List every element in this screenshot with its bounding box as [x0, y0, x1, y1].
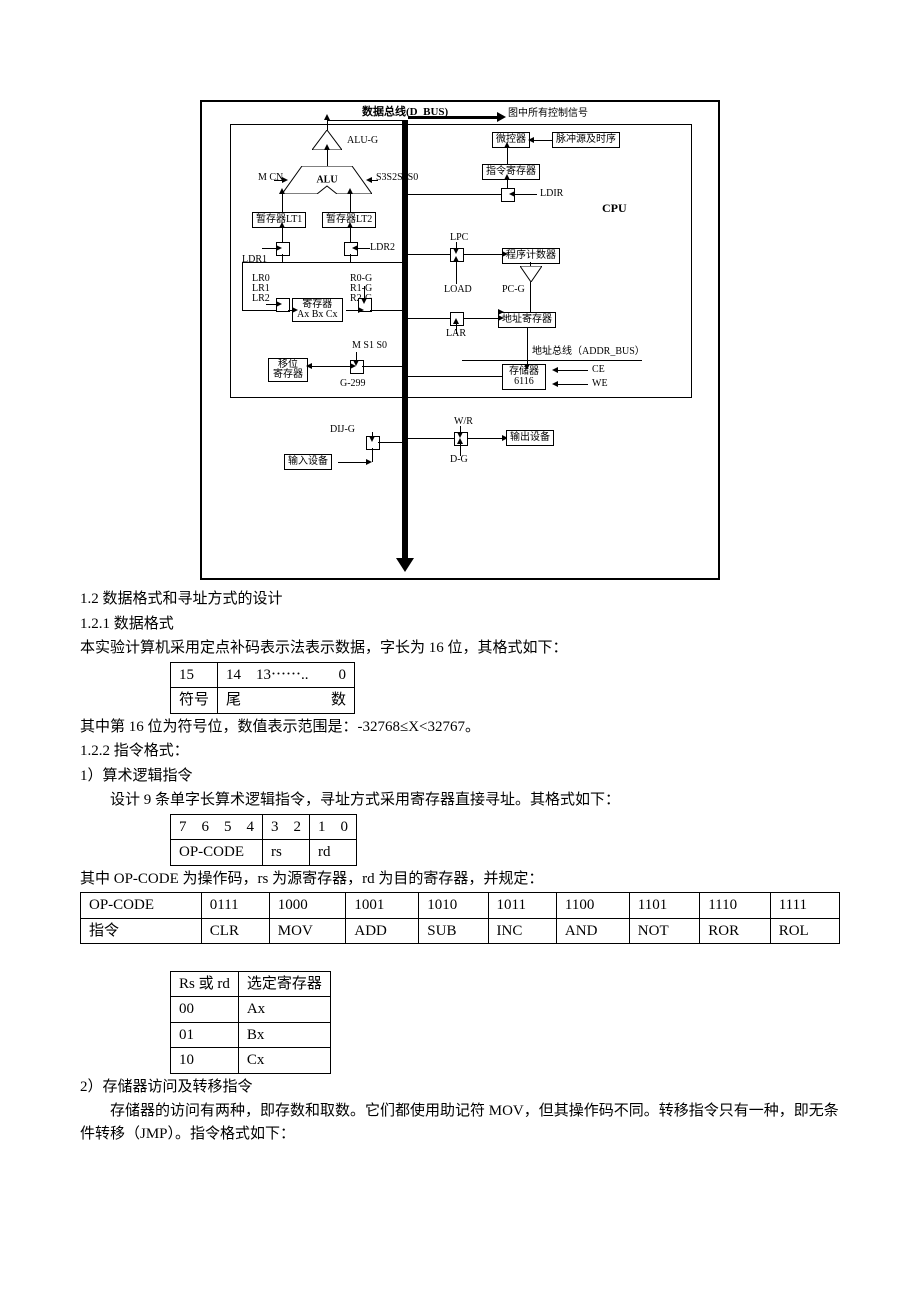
subsection-1: 1）算术逻辑指令 [80, 765, 840, 788]
load-label: LOAD [444, 284, 472, 295]
table-cell: 指令 [81, 918, 202, 944]
table-cell: ADD [346, 918, 419, 944]
table-row: 指令 CLR MOV ADD SUB INC AND NOT ROR ROL [81, 918, 840, 944]
table-cell: 1 0 [310, 814, 357, 840]
table-cell: 尾 数 [218, 688, 355, 714]
table-cell: Bx [238, 1022, 330, 1048]
arrow-to-right [408, 116, 498, 119]
ldir-label: LDIR [540, 188, 563, 199]
s3210-label: S3S2S1S0 [376, 172, 418, 183]
table-cell: 3 2 [263, 814, 310, 840]
table-cell: 1010 [419, 893, 488, 919]
input-box: 输入设备 [284, 454, 332, 470]
table-cell: 01 [171, 1022, 239, 1048]
addr-bus-label: 地址总线（ADDR_BUS） [532, 346, 645, 357]
p-data-format: 本实验计算机采用定点补码表示法表示数据，字长为 16 位，其格式如下： [80, 637, 840, 660]
pc-box: 程序计数器 [502, 248, 560, 264]
clock-box: 脉冲源及时序 [552, 132, 620, 148]
subsection-2: 2）存储器访问及转移指令 [80, 1076, 840, 1099]
table-cell: AND [556, 918, 629, 944]
dijg-label: DIJ-G [330, 424, 355, 435]
p-range: 其中第 16 位为符号位，数值表示范围是：-32768≤X<32767。 [80, 716, 840, 739]
table-cell: 1101 [629, 893, 699, 919]
table-cell: 1111 [770, 893, 839, 919]
pcg-label: PC-G [502, 284, 525, 295]
data-format-table: 15 14 13⋯⋯.. 0 符号 尾 数 [170, 662, 355, 714]
section-1-2-2-title: 1.2.2 指令格式： [80, 740, 840, 763]
regfile-box: 寄存器 Ax Bx Cx [292, 298, 343, 322]
cpu-label: CPU [602, 202, 627, 215]
diagram-box: 数据总线(D_BUS) 图中所有控制信号 微控器 脉冲源及时序 指令寄存器 LD… [200, 100, 720, 580]
shift-box: 移位 寄存器 [268, 358, 308, 382]
ldr2-label: LDR2 [370, 242, 395, 253]
alu-g-label: ALU-G [347, 135, 378, 146]
mcn-label: M CN [258, 172, 283, 183]
table-cell: INC [488, 918, 556, 944]
table-cell: 0111 [201, 893, 269, 919]
table-cell: 1000 [269, 893, 346, 919]
table-cell: 符号 [171, 688, 218, 714]
table-cell: 1001 [346, 893, 419, 919]
table-cell: Cx [238, 1048, 330, 1074]
table-cell: 选定寄存器 [238, 971, 330, 997]
table-cell: MOV [269, 918, 346, 944]
table-cell: 7 6 5 4 [171, 814, 263, 840]
dg-label: D-G [450, 454, 468, 465]
p-mem-access: 存储器的访问有两种，即存数和取数。它们都使用助记符 MOV，但其操作码不同。转移… [80, 1100, 840, 1145]
ms1s0-label: M S1 S0 [352, 340, 387, 351]
ce-label: CE [592, 364, 605, 375]
table-cell: 14 13⋯⋯.. 0 [218, 662, 355, 688]
alu-trap: ALU [282, 166, 372, 194]
table-cell: OP-CODE [81, 893, 202, 919]
register-table: Rs 或 rd 选定寄存器 00 Ax 01 Bx 10 Cx [170, 971, 331, 1074]
table-row: OP-CODE 0111 1000 1001 1010 1011 1100 11… [81, 893, 840, 919]
table-cell: Rs 或 rd [171, 971, 239, 997]
p-opcode-desc: 其中 OP-CODE 为操作码，rs 为源寄存器，rd 为目的寄存器，并规定： [80, 868, 840, 891]
table-cell: rd [310, 840, 357, 866]
output-box: 输出设备 [506, 430, 554, 446]
table-cell: 00 [171, 997, 239, 1023]
table-cell: 15 [171, 662, 218, 688]
g299-label: G-299 [340, 378, 366, 389]
cpu-diagram: 数据总线(D_BUS) 图中所有控制信号 微控器 脉冲源及时序 指令寄存器 LD… [200, 100, 720, 580]
data-bus [402, 120, 408, 560]
we-label: WE [592, 378, 608, 389]
table-cell: OP-CODE [171, 840, 263, 866]
table-cell: rs [263, 840, 310, 866]
table-cell: ROR [700, 918, 770, 944]
top-right-label: 图中所有控制信号 [508, 108, 588, 119]
wr-label: W/R [454, 416, 473, 427]
microcontroller-box: 微控器 [492, 132, 530, 148]
table-cell: NOT [629, 918, 699, 944]
table-cell: CLR [201, 918, 269, 944]
p-arith: 设计 9 条单字长算术逻辑指令，寻址方式采用寄存器直接寻址。其格式如下： [80, 789, 840, 812]
opcode-table: OP-CODE 0111 1000 1001 1010 1011 1100 11… [80, 892, 840, 944]
instr-format-table: 7 6 5 4 3 2 1 0 OP-CODE rs rd [170, 814, 357, 866]
section-1-2-title: 1.2 数据格式和寻址方式的设计 [80, 588, 840, 611]
lpc-label: LPC [450, 232, 468, 243]
ar-box: 地址寄存器 [498, 312, 556, 328]
table-cell: 10 [171, 1048, 239, 1074]
table-cell: 1110 [700, 893, 770, 919]
ir-box: 指令寄存器 [482, 164, 540, 180]
table-cell: Ax [238, 997, 330, 1023]
table-cell: ROL [770, 918, 839, 944]
table-cell: 1100 [556, 893, 629, 919]
section-1-2-1-title: 1.2.1 数据格式 [80, 613, 840, 636]
table-cell: 1011 [488, 893, 556, 919]
ldr1-label: LDR1 [242, 254, 267, 265]
table-cell: SUB [419, 918, 488, 944]
